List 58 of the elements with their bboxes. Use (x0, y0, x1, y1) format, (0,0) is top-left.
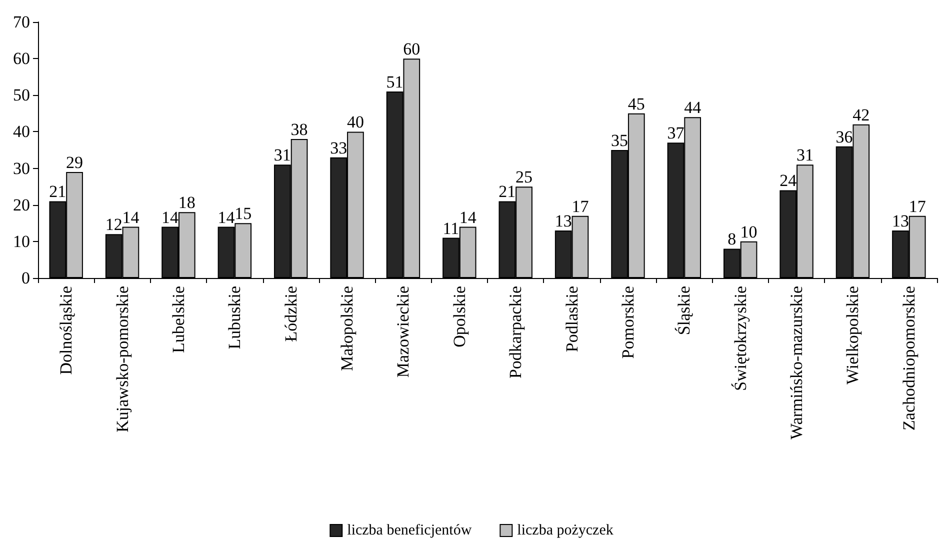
y-tick-label: 40 (13, 122, 30, 142)
data-label: 14 (459, 208, 477, 227)
data-label: 21 (49, 182, 66, 202)
x-tick-label: Pomorskie (618, 286, 638, 359)
data-label: 42 (852, 105, 870, 124)
data-label: 33 (330, 138, 348, 158)
data-label: 21 (498, 182, 516, 202)
data-label: 18 (178, 193, 196, 212)
x-tick-label: Lubelskie (168, 286, 188, 354)
data-label: 45 (628, 94, 645, 114)
data-label: 24 (780, 171, 798, 190)
data-label: 40 (346, 112, 364, 132)
data-label: 25 (516, 168, 533, 187)
x-tick-label: Podlaskie (562, 286, 582, 352)
x-tick-label: Podkarpackie (506, 286, 526, 379)
x-tick-label: Wielkopolskie (843, 286, 862, 384)
x-tick-label: Opolskie (450, 286, 469, 348)
data-label: 13 (892, 211, 909, 230)
data-label: 31 (274, 146, 291, 165)
data-label: 38 (290, 120, 308, 140)
data-label: 51 (386, 72, 404, 92)
data-label: 17 (908, 196, 926, 216)
x-tick-label: Świętokrzyskie (730, 286, 750, 391)
x-tick-label: Śląskie (674, 286, 694, 336)
y-tick-label: 30 (13, 158, 30, 178)
data-label: 12 (105, 215, 122, 234)
y-tick-label: 60 (13, 49, 30, 68)
data-label: 14 (122, 208, 140, 227)
x-tick-label: Warmińsko-mazurskie (787, 286, 806, 440)
data-label: 10 (740, 222, 758, 242)
data-label: 37 (667, 124, 685, 143)
data-label: 14 (218, 208, 236, 227)
data-label: 11 (442, 218, 460, 238)
x-tick-label: Mazowieckie (394, 286, 413, 378)
x-tick-label: Łódzkie (281, 286, 300, 342)
y-tick-label: 10 (13, 232, 30, 251)
data-label: 31 (796, 146, 814, 165)
x-tick-label: Małopolskie (338, 286, 357, 371)
data-label: 8 (728, 230, 736, 249)
y-tick-label: 50 (13, 86, 30, 105)
data-label: 15 (234, 204, 252, 224)
y-tick-label: 70 (13, 12, 30, 32)
data-label: 44 (684, 98, 702, 118)
legend-label: liczba beneficjentów (347, 522, 472, 538)
data-label: 13 (554, 211, 572, 230)
x-tick-label: Dolnośląskie (56, 286, 76, 375)
data-label: 35 (611, 131, 628, 150)
x-tick-label: Kujawsko-pomorskie (112, 286, 132, 432)
data-label: 29 (66, 152, 84, 172)
legend-label: liczba pożyczek (517, 522, 614, 538)
x-tick-label: Lubuskie (225, 286, 244, 350)
data-label: 36 (836, 127, 853, 146)
y-tick-label: 0 (22, 268, 30, 288)
data-label: 14 (162, 208, 180, 227)
y-tick-label: 20 (13, 195, 30, 214)
data-label: 17 (572, 196, 590, 216)
x-tick-label: Zachodniopomorskie (899, 286, 918, 430)
data-label: 60 (403, 40, 420, 59)
